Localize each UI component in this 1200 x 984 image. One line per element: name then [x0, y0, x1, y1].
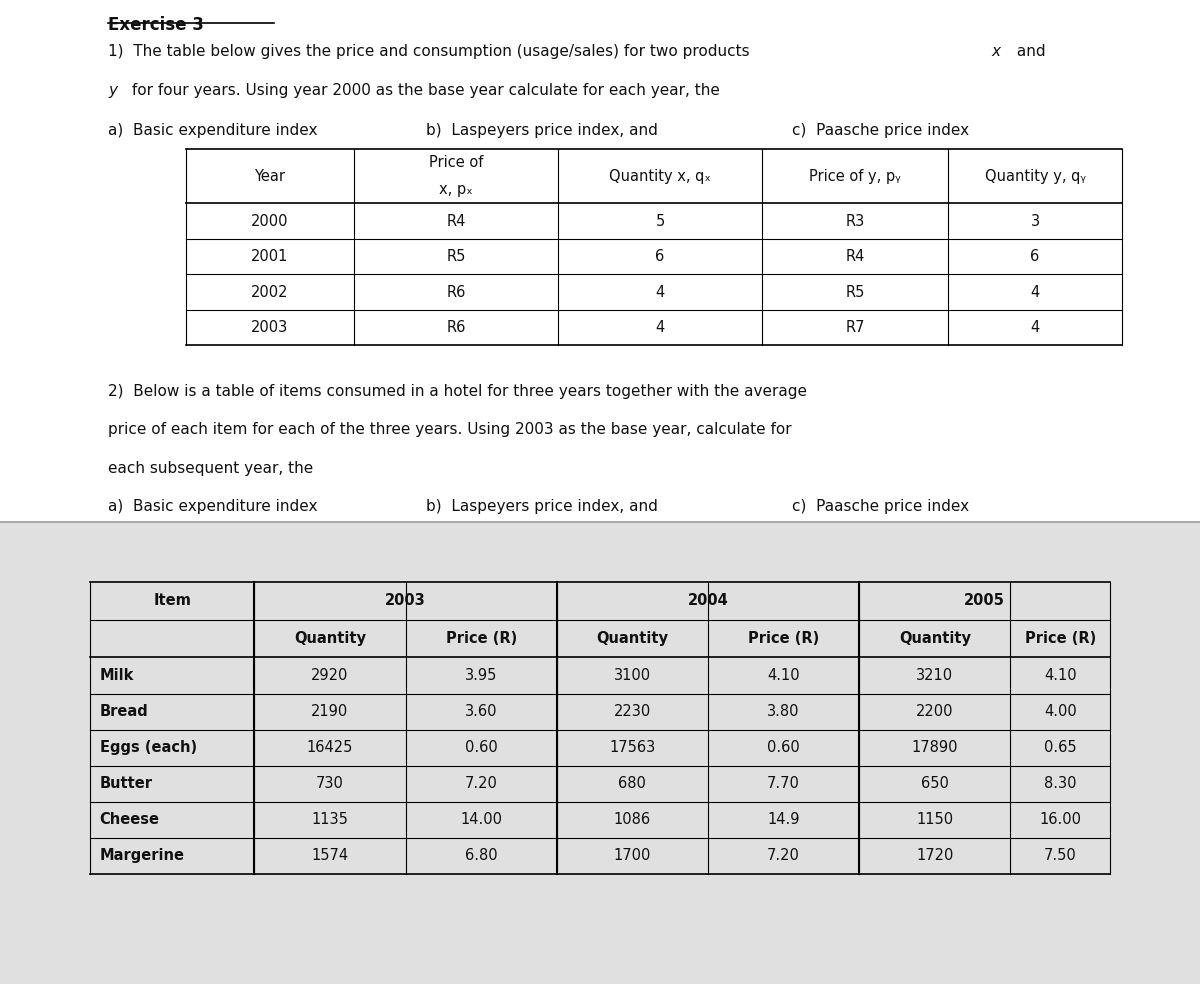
Text: 3: 3	[1031, 214, 1039, 228]
Text: Quantity x, qₓ: Quantity x, qₓ	[610, 168, 710, 183]
Text: Eggs (each): Eggs (each)	[100, 740, 197, 755]
Text: 14.9: 14.9	[767, 813, 800, 828]
Text: 7.70: 7.70	[767, 776, 800, 791]
Text: 2200: 2200	[916, 705, 954, 719]
Text: Butter: Butter	[100, 776, 152, 791]
Text: Quantity y, qᵧ: Quantity y, qᵧ	[984, 168, 1086, 183]
Text: 4.00: 4.00	[1044, 705, 1076, 719]
Text: Quantity: Quantity	[596, 631, 668, 646]
Text: e)  Paasche volume index: e) Paasche volume index	[426, 536, 623, 552]
Text: Quantity: Quantity	[899, 631, 971, 646]
Text: 6.80: 6.80	[464, 848, 498, 863]
Text: x, pₓ: x, pₓ	[439, 182, 473, 197]
Text: price of each item for each of the three years. Using 2003 as the base year, cal: price of each item for each of the three…	[108, 422, 792, 438]
Text: 6: 6	[1031, 249, 1039, 264]
Text: 4: 4	[1031, 284, 1039, 299]
Text: 16425: 16425	[307, 740, 353, 755]
Text: Price (R): Price (R)	[1025, 631, 1096, 646]
Text: 2920: 2920	[311, 668, 349, 683]
Text: 4: 4	[655, 320, 665, 335]
Text: 7.50: 7.50	[1044, 848, 1076, 863]
Text: R3: R3	[845, 214, 865, 228]
Text: 0.60: 0.60	[464, 740, 498, 755]
Text: Margerine: Margerine	[100, 848, 185, 863]
Text: 1574: 1574	[312, 848, 348, 863]
Text: 730: 730	[316, 776, 344, 791]
Text: Price (R): Price (R)	[748, 631, 820, 646]
Text: y: y	[108, 84, 118, 98]
Text: R5: R5	[845, 284, 865, 299]
Text: b)  Laspeyers price index, and: b) Laspeyers price index, and	[426, 123, 658, 138]
Text: 0.65: 0.65	[1044, 740, 1076, 755]
Text: x: x	[991, 44, 1001, 59]
Text: Quantity: Quantity	[294, 631, 366, 646]
Text: 2000: 2000	[251, 214, 289, 228]
Text: Item: Item	[154, 593, 191, 608]
Text: R6: R6	[446, 320, 466, 335]
Text: each subsequent year, the: each subsequent year, the	[108, 461, 313, 475]
Text: 2190: 2190	[311, 705, 349, 719]
Text: and: and	[1012, 44, 1045, 59]
Text: 7.20: 7.20	[464, 776, 498, 791]
Text: 1)  The table below gives the price and consumption (usage/sales) for two produc: 1) The table below gives the price and c…	[108, 44, 755, 59]
Text: 1150: 1150	[917, 813, 953, 828]
Text: 2003: 2003	[385, 593, 426, 608]
Text: Cheese: Cheese	[100, 813, 160, 828]
Text: 4.10: 4.10	[767, 668, 800, 683]
Text: 3210: 3210	[917, 668, 953, 683]
Text: d)  Laspeyers volume index: d) Laspeyers volume index	[108, 536, 319, 552]
Text: Price (R): Price (R)	[445, 631, 517, 646]
Text: 3100: 3100	[614, 668, 650, 683]
Text: 4: 4	[655, 284, 665, 299]
Text: 17563: 17563	[610, 740, 655, 755]
Text: 3.80: 3.80	[767, 705, 800, 719]
Text: 6: 6	[655, 249, 665, 264]
Text: 1135: 1135	[312, 813, 348, 828]
Text: R7: R7	[845, 320, 865, 335]
Text: 680: 680	[618, 776, 647, 791]
Text: 2004: 2004	[688, 593, 728, 608]
Text: R5: R5	[446, 249, 466, 264]
Text: Bread: Bread	[100, 705, 149, 719]
Text: 17890: 17890	[912, 740, 958, 755]
Text: R6: R6	[446, 284, 466, 299]
Text: 5: 5	[655, 214, 665, 228]
Text: for four years. Using year 2000 as the base year calculate for each year, the: for four years. Using year 2000 as the b…	[127, 84, 720, 98]
Text: b)  Laspeyers price index, and: b) Laspeyers price index, and	[426, 499, 658, 514]
Text: 2005: 2005	[964, 593, 1006, 608]
Text: 2003: 2003	[251, 320, 289, 335]
Text: Milk: Milk	[100, 668, 134, 683]
Text: a)  Basic expenditure index: a) Basic expenditure index	[108, 499, 318, 514]
Text: 1700: 1700	[613, 848, 652, 863]
Text: 2)  Below is a table of items consumed in a hotel for three years together with : 2) Below is a table of items consumed in…	[108, 385, 808, 400]
Text: 4: 4	[1031, 320, 1039, 335]
Text: a)  Basic expenditure index: a) Basic expenditure index	[108, 123, 318, 138]
Text: c)  Paasche price index: c) Paasche price index	[792, 123, 970, 138]
Text: Price of: Price of	[428, 154, 484, 170]
Text: 8.30: 8.30	[1044, 776, 1076, 791]
Text: 1086: 1086	[614, 813, 650, 828]
Text: Price of y, pᵧ: Price of y, pᵧ	[809, 168, 901, 183]
Text: R4: R4	[845, 249, 865, 264]
Text: 4.10: 4.10	[1044, 668, 1076, 683]
Text: 3.60: 3.60	[464, 705, 498, 719]
Text: 0.60: 0.60	[767, 740, 800, 755]
Text: R4: R4	[446, 214, 466, 228]
Text: Year: Year	[254, 168, 286, 183]
Text: c)  Paasche price index: c) Paasche price index	[792, 499, 970, 514]
Text: 1720: 1720	[916, 848, 954, 863]
Text: 7.20: 7.20	[767, 848, 800, 863]
Text: 14.00: 14.00	[461, 813, 503, 828]
Text: 2230: 2230	[613, 705, 652, 719]
Text: 2002: 2002	[251, 284, 289, 299]
Text: 3.95: 3.95	[466, 668, 497, 683]
Text: 650: 650	[920, 776, 949, 791]
Text: Exercise 3: Exercise 3	[108, 16, 204, 33]
Text: 2001: 2001	[251, 249, 289, 264]
Text: 16.00: 16.00	[1039, 813, 1081, 828]
